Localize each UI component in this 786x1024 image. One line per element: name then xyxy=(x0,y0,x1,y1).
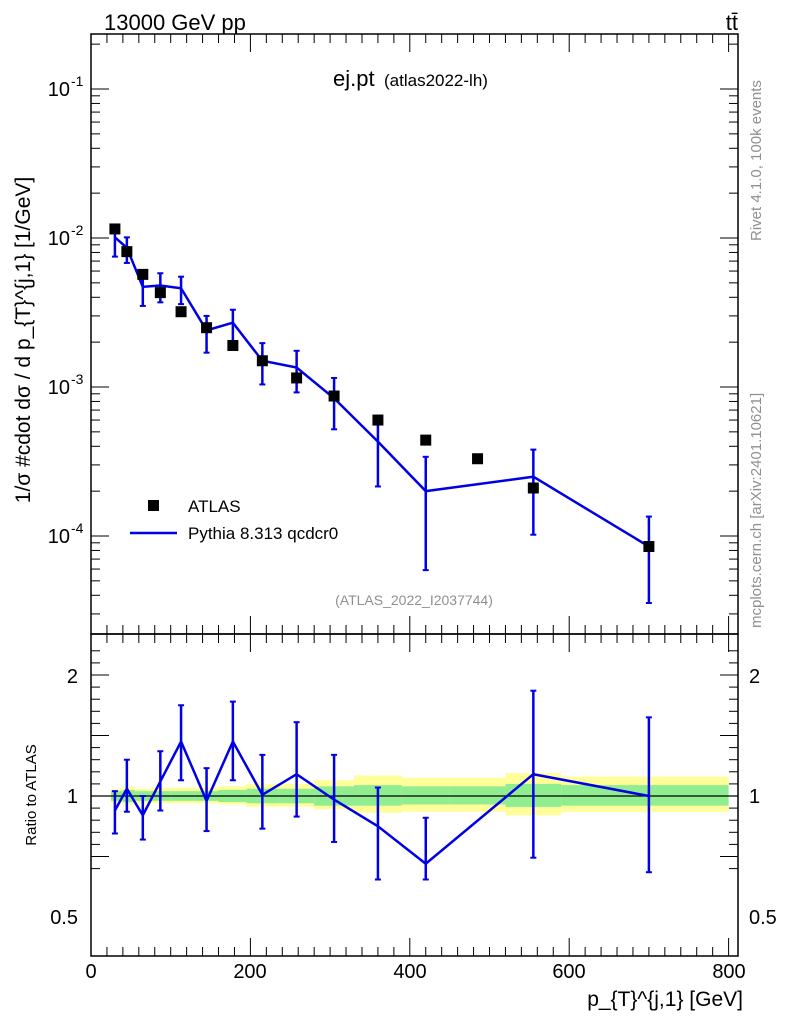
ratio-ytick-label-2-right: 2 xyxy=(749,666,760,688)
mcplots-label: mcplots.cern.ch [arXiv:2401.10621] xyxy=(748,393,765,628)
ratio-ytick-label-2: 2 xyxy=(67,666,78,688)
ratio-band-inner xyxy=(449,786,506,805)
atlas-data-point xyxy=(372,414,384,426)
legend-marker-atlas xyxy=(148,500,159,511)
main-ytick-label: 10 xyxy=(48,526,70,548)
main-ticks xyxy=(90,34,738,634)
main-ytick-exponent: -1 xyxy=(71,73,84,89)
atlas-data-point xyxy=(154,287,166,299)
process-label: tt̄ xyxy=(726,10,738,35)
atlas-data-point xyxy=(420,434,432,446)
main-ytick-exponent: -2 xyxy=(71,222,84,238)
rivet-label: Rivet 4.1.0, 100k events xyxy=(748,80,765,241)
xtick-label-400: 400 xyxy=(393,961,426,983)
atlas-data-point xyxy=(472,453,484,465)
main-ytick-label: 10 xyxy=(48,79,70,101)
ratio-ytick-label-1-right: 1 xyxy=(749,786,760,808)
atlas-data-point xyxy=(175,306,187,318)
atlas-data-point xyxy=(121,246,133,258)
x-axis-label: p_{T}^{j,1} [GeV] xyxy=(587,988,743,1011)
ratio-mc-line xyxy=(113,738,650,866)
atlas-data-point xyxy=(643,541,655,553)
main-panel: ej.pt (atlas2022-lh) (ATLAS_2022_I203774… xyxy=(12,33,739,635)
atlas-data-point xyxy=(227,339,239,351)
ratio-band-inner xyxy=(401,786,450,805)
atlas-data-point xyxy=(137,268,149,280)
atlas-data-point xyxy=(201,322,213,334)
legend: ATLAS Pythia 8.313 qcdcr0 xyxy=(130,497,338,543)
main-title: ej.pt xyxy=(333,66,375,91)
xtick-label-600: 600 xyxy=(552,961,585,983)
energy-label: 13000 GeV pp xyxy=(104,10,246,35)
main-y-tick-labels: 10-410-310-210-1 xyxy=(48,73,84,548)
ratio-panel: Ratio to ATLAS 2 1 0.5 2 1 0.5 0 200 400… xyxy=(23,633,777,1011)
ratio-ytick-label-1: 1 xyxy=(67,786,78,808)
main-ytick-exponent: -3 xyxy=(71,371,84,387)
main-ytick-label: 10 xyxy=(48,228,70,250)
legend-label-mc: Pythia 8.313 qcdcr0 xyxy=(188,524,338,543)
ratio-ytick-label-0.5: 0.5 xyxy=(50,907,78,929)
atlas-data-point xyxy=(527,482,539,494)
ratio-ytick-label-0.5-right: 0.5 xyxy=(749,907,777,929)
main-subtitle: (atlas2022-lh) xyxy=(384,71,488,90)
xtick-label-0: 0 xyxy=(85,961,96,983)
mc-line xyxy=(114,236,650,548)
main-ytick-exponent: -4 xyxy=(71,520,84,536)
watermark-label: (ATLAS_2022_I2037744) xyxy=(335,592,493,608)
atlas-data-point xyxy=(109,223,121,235)
xtick-label-200: 200 xyxy=(233,961,266,983)
main-ylabel: 1/σ #cdot dσ / d p_{T}^{j,1} [1/GeV] xyxy=(12,177,35,503)
legend-label-atlas: ATLAS xyxy=(188,497,241,516)
main-series xyxy=(109,223,655,605)
x-tick-labels: 0 200 400 600 800 xyxy=(85,961,745,983)
ratio-frame xyxy=(90,633,739,957)
atlas-data-point xyxy=(328,390,340,402)
ratio-ylabel: Ratio to ATLAS xyxy=(23,744,40,845)
xtick-label-800: 800 xyxy=(712,961,745,983)
ratio-series xyxy=(111,689,652,881)
atlas-data-point xyxy=(291,372,303,384)
main-frame xyxy=(90,33,739,635)
atlas-data-point xyxy=(256,355,268,367)
main-ytick-label: 10 xyxy=(48,377,70,399)
